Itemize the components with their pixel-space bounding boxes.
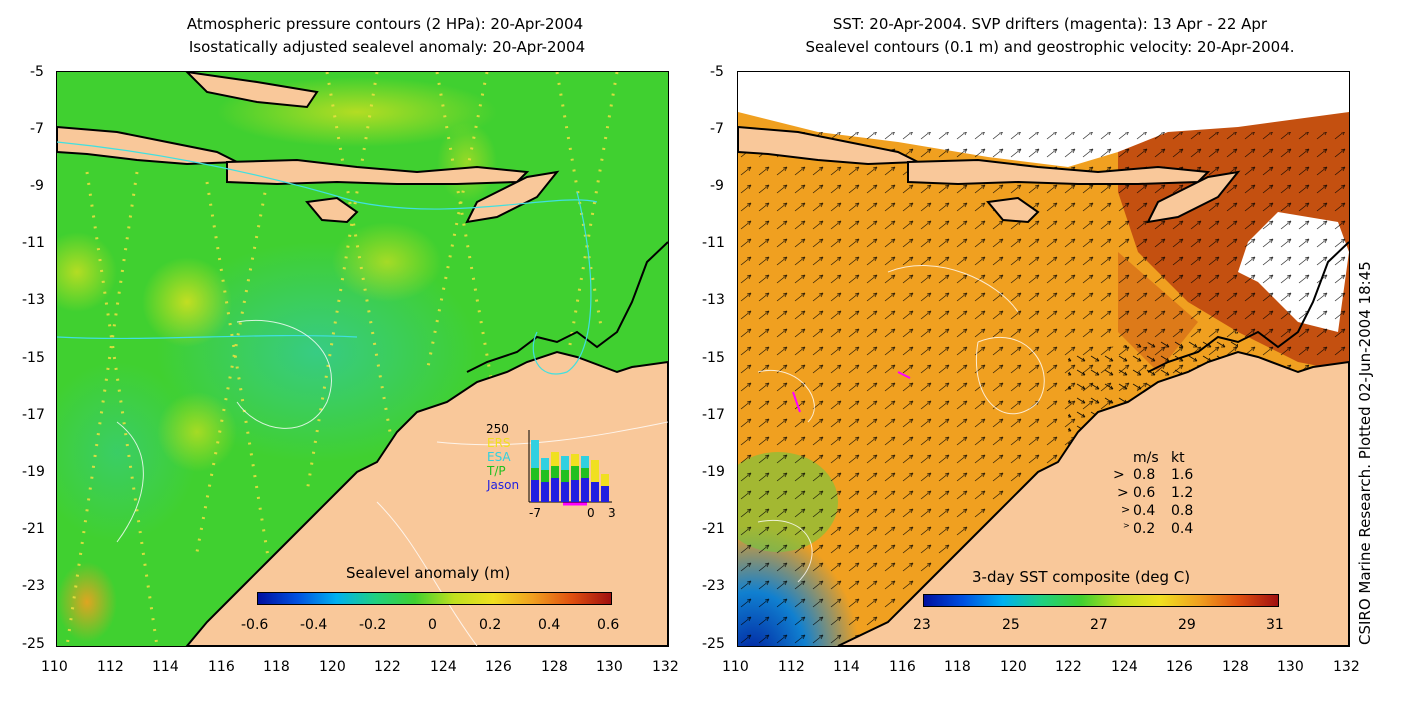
left-title-line2: Isostatically adjusted sealevel anomaly:… [188,38,586,56]
velocity-legend-arrow-2: > [1117,485,1129,501]
left-title-line1: Atmospheric pressure contours (2 HPa): 2… [186,15,584,33]
velocity-legend-ms-header: m/s [1133,450,1159,466]
timor-island [465,170,560,224]
cloud-mask-north [738,72,1349,167]
inset-x-tick-min: -7 [529,506,541,520]
inset-x-tick-zero: 0 [587,506,595,520]
sst-colorbar [923,594,1279,607]
sealevel-map-svg [57,72,668,646]
velocity-legend-arrow-1: > [1113,467,1125,483]
inset-legend-ers: ERS [487,436,511,450]
velocity-legend-kt-header: kt [1171,450,1185,466]
credit-label: CSIRO Marine Research. Plotted 02-Jun-20… [1356,261,1374,645]
inset-legend-jason: Jason [487,478,520,492]
satellite-tracks [65,72,619,646]
right-title-line2: Sealevel contours (0.1 m) and geostrophi… [805,38,1295,56]
sst-map-svg [738,72,1349,646]
sst-map: m/s kt > 0.8 1.6 > 0.6 1.2 > 0.4 0.8 > 0… [737,71,1350,647]
sealevel-anomaly-map: 250 ERS ESA T/P Jason -7 0 3 Sealevel an… [56,71,669,647]
sumba-island [305,196,359,224]
australia-landmass [837,350,1349,646]
sealevel-colorbar-label: Sealevel anomaly (m) [346,564,511,582]
svp-drifter-track [897,371,911,379]
inset-x-tick-max: 3 [608,506,616,520]
inset-legend-tp: T/P [487,464,506,478]
inset-legend-esa: ESA [487,450,511,464]
satellite-inset-chart: 250 ERS ESA T/P Jason -7 0 3 [482,422,617,522]
inset-bars [528,430,612,506]
sealevel-contours [757,265,1045,583]
inset-ymax-label: 250 [486,422,509,436]
sst-colorbar-label: 3-day SST composite (deg C) [972,568,1191,586]
java-island [57,125,238,166]
velocity-legend-arrow-3: > [1121,503,1131,516]
pressure-contours [57,141,598,375]
velocity-legend: m/s kt > 0.8 1.6 > 0.6 1.2 > 0.4 0.8 > 0… [1113,450,1194,537]
sealevel-colorbar [257,592,612,605]
velocity-legend-arrow-4: > [1123,521,1130,530]
right-title-line1: SST: 20-Apr-2004. SVP drifters (magenta)… [832,15,1268,33]
australia-landmass [185,350,668,646]
